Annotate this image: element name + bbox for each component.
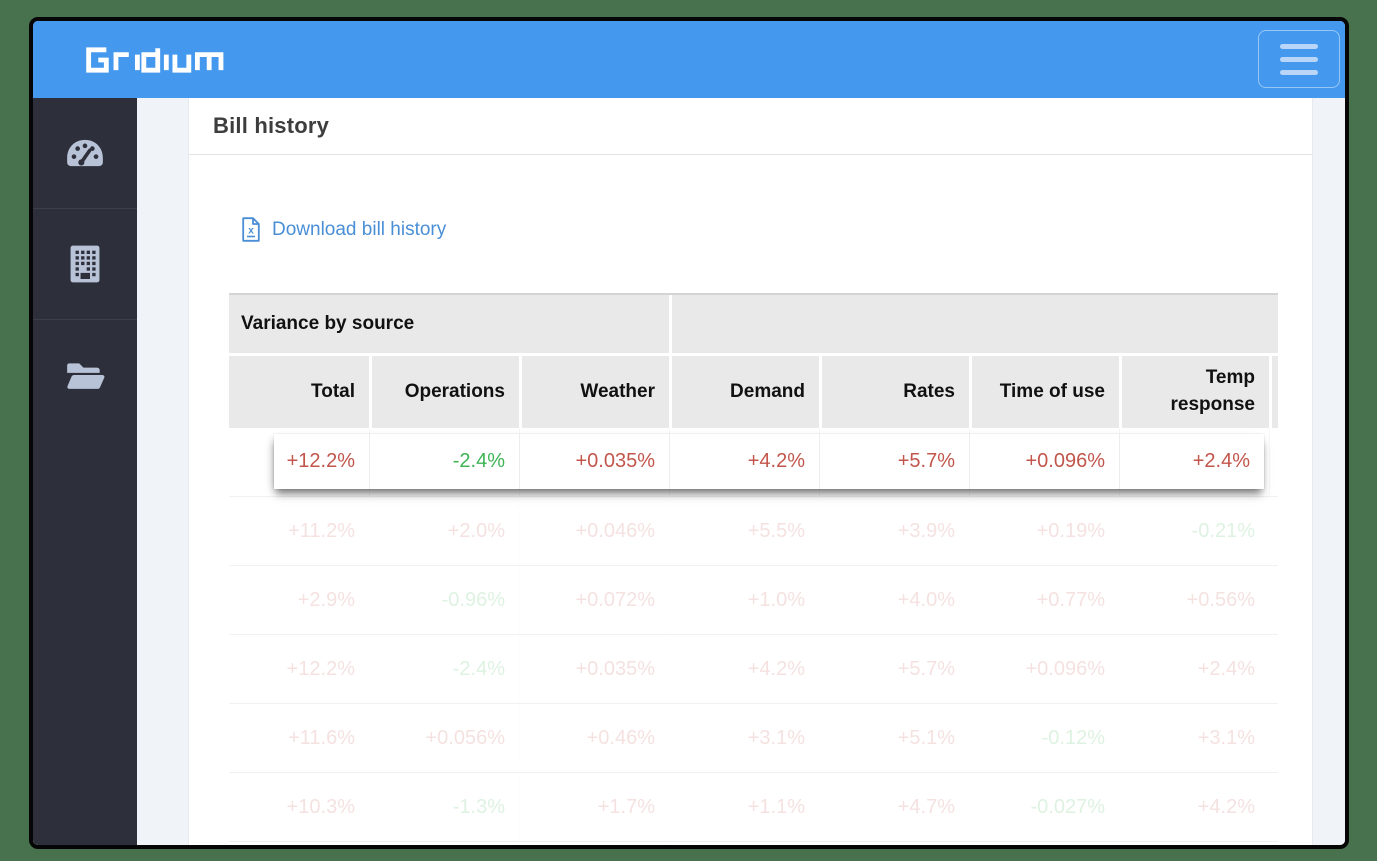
table-body: +12.2% -2.4% +0.035% +4.2% +5.7% +0.096% +2.4%… (229, 428, 1278, 842)
bill-variance-value: -0.027% (969, 773, 1119, 841)
building-icon (70, 245, 100, 283)
bill-variance-value: +11.2% (288, 520, 355, 542)
column-header: Operations (369, 356, 519, 428)
bill-variance-value: +4.0% (819, 566, 969, 634)
column-header: Total (229, 356, 369, 428)
hamburger-menu-button[interactable] (1258, 30, 1340, 88)
bill-variance-value: +0.056% (369, 704, 519, 772)
bill-variance-value: +5.7% (819, 635, 969, 703)
top-nav-bar: Gridium (33, 21, 1345, 98)
bill-variance-value: +4.2% (669, 434, 819, 489)
bill-variance-value: +1.7% (519, 773, 669, 841)
content-area: Bill history x Download bill history Var… (33, 98, 1345, 845)
column-header: Time of use (969, 356, 1119, 428)
gridium-wordmark-icon (86, 46, 224, 73)
highlighted-bill-row[interactable]: +12.2% -2.4% +0.035% +4.2% +5.7% +0.096% +2.4% (274, 434, 1264, 489)
bill-variance-value: +2.9% (297, 589, 355, 611)
column-header: Demand (669, 356, 819, 428)
table-row[interactable]: +11.6% +0.056% +0.46% +3.1% +5.1% -0.12% +3.1% (229, 704, 1278, 773)
main-area: Bill history x Download bill history Var… (137, 98, 1345, 845)
bill-variance-value: +0.035% (519, 635, 669, 703)
table-cell-sliver (1269, 566, 1284, 634)
bill-variance-value: +1.0% (669, 566, 819, 634)
folder-open-icon (67, 362, 105, 389)
bill-variance-value: +0.46% (519, 704, 669, 772)
bill-variance-value: -2.4% (369, 635, 519, 703)
bill-variance-value: -2.4% (369, 434, 519, 489)
column-header: Temp response (1119, 356, 1269, 428)
table-row[interactable]: +10.3% -1.3% +1.7% +1.1% +4.7% -0.027% +4.2% (229, 773, 1278, 842)
column-header: Rates (819, 356, 969, 428)
download-link-label: Download bill history (272, 218, 447, 240)
bill-history-panel: Bill history x Download bill history Var… (188, 98, 1313, 845)
bill-variance-value: +4.2% (1119, 773, 1269, 841)
bill-variance-value: +0.096% (969, 635, 1119, 703)
column-header: Weather (519, 356, 669, 428)
bill-variance-value: +3.9% (819, 497, 969, 565)
table-cell (1269, 428, 1284, 496)
sidebar-item-buildings[interactable] (33, 209, 137, 320)
table-row[interactable]: +2.9% -0.96% +0.072% +1.0% +4.0% +0.77% +0.56% (229, 566, 1278, 635)
bill-variance-value: -0.21% (1119, 497, 1269, 565)
bill-variance-value: +11.6% (288, 727, 355, 749)
gauge-icon (67, 139, 103, 167)
bill-variance-value: -1.3% (369, 773, 519, 841)
download-bill-history-link[interactable]: x Download bill history (241, 217, 446, 242)
bill-variance-value: +0.072% (519, 566, 669, 634)
bill-variance-value: +2.4% (1119, 635, 1269, 703)
bill-variance-value: +2.0% (369, 497, 519, 565)
bill-variance-value: +4.7% (819, 773, 969, 841)
bill-variance-value: +12.2% (286, 658, 355, 680)
bill-variance-value: +0.035% (519, 434, 669, 489)
table-cell-sliver (1269, 773, 1284, 841)
table-cell-sliver (1269, 704, 1284, 772)
bill-variance-value: +0.046% (519, 497, 669, 565)
table-cell-sliver (1269, 497, 1284, 565)
bill-variance-value: +0.096% (969, 434, 1119, 489)
bill-variance-value: +4.2% (669, 635, 819, 703)
svg-text:x: x (248, 226, 254, 237)
page-title: Bill history (213, 113, 330, 138)
sidebar (33, 98, 137, 845)
gridium-logo[interactable]: Gridium (75, 45, 233, 75)
table-row[interactable]: +11.2% +2.0% +0.046% +5.5% +3.9% +0.19% -0.21% (229, 497, 1278, 566)
bill-variance-value: +0.56% (1119, 566, 1269, 634)
hamburger-icon (1280, 43, 1318, 49)
sidebar-item-dashboard[interactable] (33, 98, 137, 209)
table-cell-sliver (1269, 635, 1284, 703)
bill-variance-value: +0.19% (969, 497, 1119, 565)
variance-table: Variance by source Total Operations Weathe… (229, 293, 1278, 842)
bill-variance-value: +2.4% (1119, 434, 1264, 489)
table-group-header-spacer (669, 295, 1278, 353)
table-group-header-row: Variance by source (229, 293, 1278, 353)
bill-variance-value: +10.3% (286, 796, 355, 818)
bill-variance-value: +5.1% (819, 704, 969, 772)
column-header-sliver (1269, 356, 1278, 428)
bill-variance-value: -0.96% (369, 566, 519, 634)
table-group-header: Variance by source (229, 295, 669, 353)
bill-variance-value: -0.12% (969, 704, 1119, 772)
bill-variance-value: +3.1% (669, 704, 819, 772)
bill-variance-value: +5.5% (669, 497, 819, 565)
panel-header: Bill history (189, 98, 1312, 155)
bill-variance-value: +1.1% (669, 773, 819, 841)
bill-variance-value: +5.7% (819, 434, 969, 489)
bill-variance-value: +12.2% (286, 450, 355, 472)
bill-variance-value: +0.77% (969, 566, 1119, 634)
excel-file-icon: x (242, 217, 260, 242)
app-window: Gridium (29, 17, 1349, 849)
sidebar-item-files[interactable] (33, 320, 137, 431)
table-column-header-row: Total Operations Weather Demand Rates Time of… (229, 353, 1278, 428)
table-row[interactable]: +12.2% -2.4% +0.035% +4.2% +5.7% +0.096% +2.4% (229, 635, 1278, 704)
bill-variance-value: +3.1% (1119, 704, 1269, 772)
